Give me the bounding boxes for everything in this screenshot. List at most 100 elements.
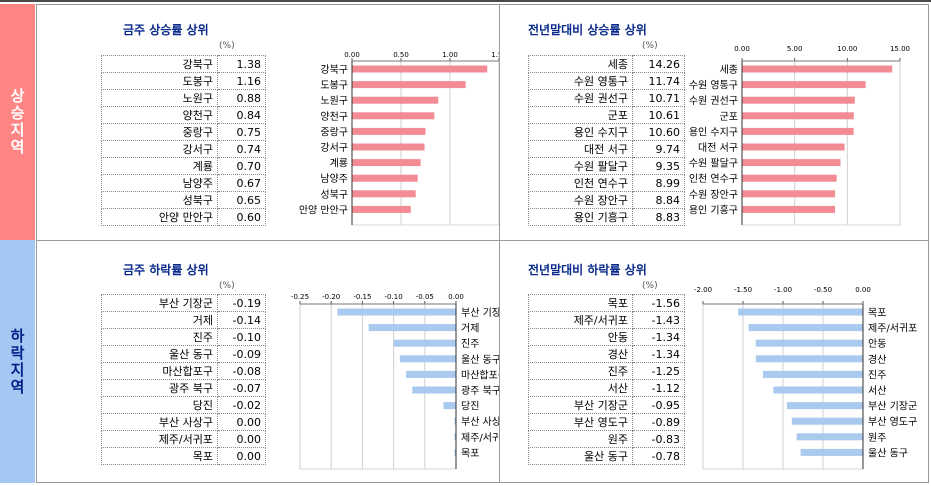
row-change-value: -1.34 xyxy=(632,345,685,363)
category-label: 중랑구 xyxy=(320,126,348,138)
category-label: 강서구 xyxy=(320,142,348,154)
row-change-value: 1.16 xyxy=(217,72,266,90)
category-label: 안동 xyxy=(868,338,886,350)
bar xyxy=(352,159,421,167)
bar xyxy=(787,402,863,410)
bar xyxy=(742,143,845,151)
category-label: 인천 연수구 xyxy=(689,173,738,185)
category-label: 안양 만안구 xyxy=(299,204,348,216)
category-label: 울산 동구 xyxy=(461,354,501,366)
x-tick-label: 15.00 xyxy=(890,45,910,53)
row-change-value: 0.70 xyxy=(217,157,266,175)
panel-week-fall-chart: -0.25 -0.20 -0.15 -0.10 -0.05 0.00 부산 기장군거제진주울… xyxy=(291,293,510,470)
table-row: 제주/서귀포 0.00 xyxy=(101,430,266,448)
row-change-value: 0.84 xyxy=(217,106,266,124)
row-change-value: 0.60 xyxy=(217,208,266,226)
table-row: 인천 연수구 8.99 xyxy=(528,174,685,192)
row-region-name: 거제 xyxy=(101,311,218,329)
panel-year-fall: 전년말대비 하락률 상위 (%) 목포 -1.56 제주/서귀포 -1.43 안동 -1.… xyxy=(499,240,929,483)
x-tick-label: 5.00 xyxy=(787,45,803,53)
row-change-value: 10.60 xyxy=(632,123,685,141)
table-row: 계룡 0.70 xyxy=(101,157,266,175)
row-change-value: -1.43 xyxy=(632,311,685,329)
x-tick-label: -0.50 xyxy=(814,286,832,294)
side-label-falling: 하락지역 xyxy=(0,240,35,483)
category-label: 부산 기장군 xyxy=(461,307,510,319)
category-label: 성북구 xyxy=(320,189,348,201)
bar xyxy=(454,433,456,441)
bar xyxy=(412,386,456,394)
table-row: 안동 -1.34 xyxy=(528,328,685,346)
row-region-name: 부산 영도구 xyxy=(528,413,633,431)
x-tick-label: 0.50 xyxy=(393,51,409,59)
bar xyxy=(352,127,426,135)
panel-week-rise-title: 금주 상승률 상위 xyxy=(123,23,209,37)
row-change-value: 8.99 xyxy=(632,174,685,192)
row-change-value: -0.14 xyxy=(217,311,266,329)
row-change-value: 9.74 xyxy=(632,140,685,158)
category-label: 당진 xyxy=(461,401,479,413)
row-region-name: 부산 기장군 xyxy=(528,396,633,414)
bar xyxy=(800,448,863,456)
category-label: 원주 xyxy=(868,432,886,444)
side-label-falling-text: 하락지역 xyxy=(8,327,26,396)
category-label: 도봉구 xyxy=(320,80,348,92)
row-region-name: 안동 xyxy=(528,328,633,346)
category-label: 목포 xyxy=(461,447,479,459)
row-region-name: 수원 영통구 xyxy=(528,72,633,90)
panel-year-rise-title: 전년말대비 상승률 상위 xyxy=(528,23,647,37)
bar xyxy=(337,308,456,316)
category-label: 서산 xyxy=(868,385,886,397)
bar xyxy=(352,205,411,213)
bar xyxy=(352,143,425,151)
row-region-name: 부산 기장군 xyxy=(101,294,218,312)
row-change-value: 0.00 xyxy=(217,413,266,431)
x-tick-label: 0.00 xyxy=(734,45,750,53)
category-label: 광주 북구 xyxy=(461,385,501,397)
table-row: 안양 만안구 0.60 xyxy=(101,208,266,226)
table-row: 용인 수지구 10.60 xyxy=(528,123,685,141)
row-region-name: 용인 수지구 xyxy=(528,123,633,141)
category-label: 강북구 xyxy=(320,64,348,76)
category-label: 수원 팔달구 xyxy=(689,158,738,170)
row-change-value: -0.02 xyxy=(217,396,266,414)
row-region-name: 대전 서구 xyxy=(528,140,633,158)
unit-label: (%) xyxy=(642,41,658,51)
top-border-line xyxy=(0,0,931,2)
category-label: 부산 기장군 xyxy=(868,401,917,413)
x-tick-label: -0.05 xyxy=(416,293,434,301)
table-row: 제주/서귀포 -1.43 xyxy=(528,311,685,329)
bar xyxy=(738,308,863,316)
x-tick-label: 10.00 xyxy=(837,45,857,53)
panel-year-fall-table: 목포 -1.56 제주/서귀포 -1.43 안동 -1.34 경산 -1.34 진주 -1.25 서… xyxy=(528,294,685,465)
table-row: 성북구 0.65 xyxy=(101,191,266,209)
bar xyxy=(352,96,439,104)
category-label: 수원 권선구 xyxy=(689,95,738,107)
bar xyxy=(352,112,435,120)
category-label: 계룡 xyxy=(330,158,348,170)
category-label: 부산 영도구 xyxy=(868,416,917,428)
panel-year-rise-table: 세종 14.26 수원 영통구 11.74 수원 권선구 10.71 군포 10.61 용인 수… xyxy=(528,55,685,226)
bar xyxy=(796,433,863,441)
row-change-value: 10.61 xyxy=(632,106,685,124)
panel-week-fall-title: 금주 하락률 상위 xyxy=(123,263,209,277)
plot-area xyxy=(351,60,500,226)
category-label: 울산 동구 xyxy=(868,447,908,459)
row-region-name: 울산 동구 xyxy=(528,447,633,465)
bar xyxy=(454,417,456,425)
category-label: 제주/서귀포 xyxy=(461,432,510,444)
panel-week-fall: 금주 하락률 상위 (%) 부산 기장군 -0.19 거제 -0.14 진주 -0.10 울… xyxy=(36,240,510,483)
row-region-name: 성북구 xyxy=(101,191,218,209)
row-change-value: -0.07 xyxy=(217,379,266,397)
unit-label: (%) xyxy=(219,41,235,51)
x-tick-label: -0.20 xyxy=(322,293,340,301)
category-label: 남양주 xyxy=(320,173,348,185)
table-row: 강북구 1.38 xyxy=(101,55,266,73)
bar xyxy=(748,324,863,332)
row-change-value: 1.38 xyxy=(217,55,266,73)
panel-week-rise: 금주 상승률 상위 (%) 강북구 1.38 도봉구 1.16 노원구 0.88 양천구 0.… xyxy=(36,4,507,241)
plot-area xyxy=(741,60,901,226)
category-label: 세종 xyxy=(720,64,738,76)
row-region-name: 강북구 xyxy=(101,55,218,73)
bar xyxy=(742,190,836,198)
